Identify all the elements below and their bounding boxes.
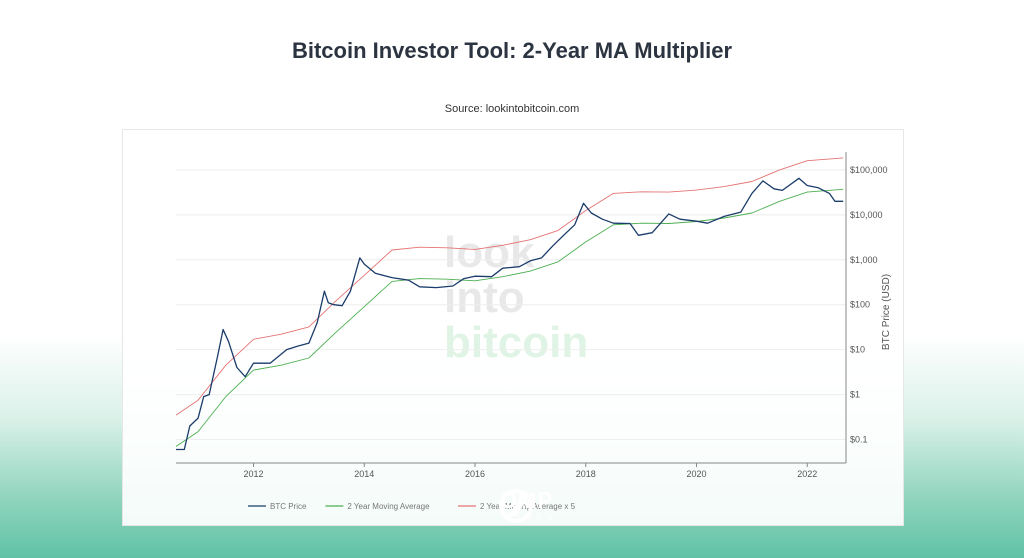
legend-entry: 2 Year Moving Average bbox=[347, 502, 430, 511]
x-tick-label: 2020 bbox=[686, 469, 706, 479]
omp-logo-icon bbox=[499, 489, 533, 523]
y-tick-label: $1 bbox=[850, 390, 860, 400]
y-tick-label: $1,000 bbox=[850, 255, 878, 265]
y-tick-label: $10 bbox=[850, 345, 865, 355]
brand-sub: Finex bbox=[506, 511, 558, 523]
chart-source: Source: lookintobitcoin.com bbox=[444, 103, 580, 115]
x-tick-label: 2022 bbox=[797, 469, 817, 479]
watermark: look into bitcoin bbox=[444, 228, 588, 367]
watermark-line: look bbox=[444, 228, 535, 277]
y-tick-label: $0.1 bbox=[850, 435, 868, 445]
brand-name: OMP bbox=[500, 488, 554, 513]
y-tick-label: $100,000 bbox=[850, 165, 888, 175]
watermark-line: bitcoin bbox=[444, 318, 588, 367]
ma5-line bbox=[175, 157, 844, 416]
watermark-line: into bbox=[444, 273, 525, 322]
y-tick-label: $100 bbox=[850, 300, 870, 310]
chart-panel bbox=[122, 129, 904, 526]
btc-price-line bbox=[176, 177, 844, 451]
y-tick-label: $10,000 bbox=[850, 210, 883, 220]
x-tick-label: 2014 bbox=[354, 469, 374, 479]
ma-line bbox=[175, 188, 844, 447]
legend-entry: BTC Price bbox=[270, 502, 307, 511]
legend-entry: 2 Year Moving Average x 5 bbox=[480, 502, 576, 511]
x-tick-label: 2016 bbox=[465, 469, 485, 479]
x-tick-label: 2018 bbox=[576, 469, 596, 479]
x-tick-label: 2012 bbox=[244, 469, 264, 479]
chart-title: Bitcoin Investor Tool: 2-Year MA Multipl… bbox=[291, 38, 733, 63]
y-axis-label: BTC Price (USD) bbox=[881, 274, 892, 350]
